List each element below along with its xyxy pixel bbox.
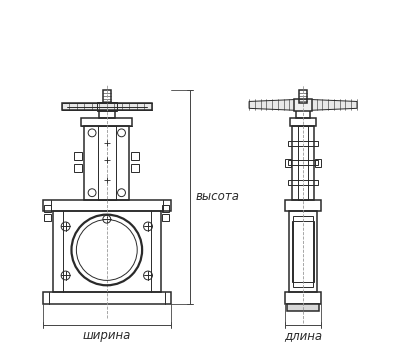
Bar [288,141,318,146]
Bar [289,211,317,292]
Text: ширина: ширина [83,329,131,342]
Bar [162,214,169,221]
Bar [162,205,169,212]
Bar [103,90,111,103]
Bar [285,200,321,211]
Bar [293,216,313,287]
Bar [290,118,316,126]
Bar [131,153,139,160]
Bar [74,164,82,172]
Bar [43,292,170,303]
Bar [44,214,51,221]
Bar [99,110,115,118]
Bar [62,103,152,110]
Bar [315,160,321,167]
Bar [298,126,308,200]
Polygon shape [311,100,357,110]
Bar [288,160,318,165]
Bar [294,99,312,111]
Bar [98,126,116,200]
Bar [53,211,161,292]
Bar [84,126,129,200]
Bar [292,126,314,200]
Bar [131,164,139,172]
Bar [287,303,319,311]
Bar [97,102,117,111]
Bar [74,153,82,160]
Bar [81,118,132,126]
Bar [299,90,307,103]
Bar [43,200,170,211]
Bar [288,180,318,185]
Bar [285,292,321,303]
Bar [296,110,310,118]
Polygon shape [249,100,295,110]
Bar [285,160,291,167]
Bar [44,205,51,212]
Text: высота: высота [195,190,239,203]
Text: длина: длина [284,329,322,342]
Bar [292,221,314,282]
